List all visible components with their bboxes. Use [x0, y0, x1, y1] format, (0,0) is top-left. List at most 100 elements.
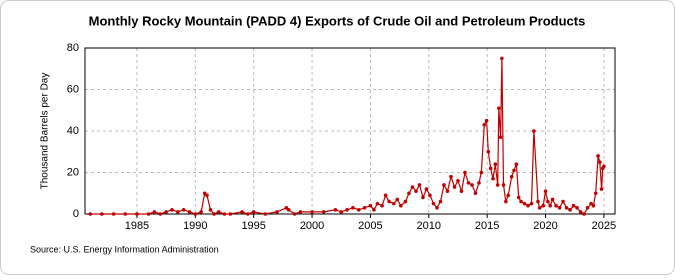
data-point — [500, 56, 504, 61]
data-point — [548, 203, 553, 208]
data-point — [246, 212, 250, 216]
data-point — [596, 154, 600, 158]
data-point — [514, 162, 519, 166]
data-point — [466, 181, 471, 185]
data-point — [537, 205, 542, 210]
data-point — [111, 212, 116, 216]
data-point — [275, 210, 279, 214]
data-point — [216, 210, 221, 214]
data-point — [557, 205, 562, 210]
data-point — [561, 199, 565, 204]
data-point — [509, 174, 514, 179]
data-point — [516, 195, 521, 200]
data-point — [251, 210, 256, 214]
data-point — [403, 199, 408, 204]
data-point — [493, 162, 498, 166]
data-point — [387, 199, 391, 204]
data-point — [541, 203, 546, 208]
data-point — [575, 205, 579, 210]
data-point — [482, 122, 487, 127]
data-point — [356, 208, 361, 212]
data-point — [199, 210, 203, 214]
data-point — [438, 199, 443, 204]
data-point — [488, 166, 493, 171]
data-point — [292, 212, 297, 216]
x-tick-label: 2010 — [417, 220, 441, 232]
x-tick-label: 2015 — [475, 220, 499, 232]
data-point — [445, 189, 450, 193]
data-point — [543, 189, 548, 193]
data-point — [391, 201, 396, 206]
data-point — [351, 205, 355, 210]
x-tick-label: 2025 — [592, 220, 616, 232]
data-point — [602, 164, 606, 169]
y-tick-label: 0 — [73, 208, 79, 220]
data-point — [598, 160, 602, 164]
data-point — [585, 205, 590, 210]
x-tick-label: 1985 — [125, 220, 149, 232]
y-tick-label: 40 — [67, 125, 79, 137]
y-tick-label: 20 — [67, 166, 79, 178]
data-point — [550, 197, 555, 202]
data-point — [504, 199, 508, 204]
data-point — [498, 135, 503, 140]
data-point — [368, 203, 373, 208]
data-point — [435, 205, 439, 210]
data-point — [339, 210, 344, 214]
data-point — [501, 183, 506, 187]
data-point — [380, 203, 384, 208]
data-point — [152, 210, 157, 214]
data-point — [212, 212, 216, 216]
source-note: Source: U.S. Energy Information Administ… — [30, 244, 219, 254]
data-point — [428, 193, 432, 198]
data-point — [470, 183, 474, 187]
data-point — [497, 106, 501, 110]
data-point — [321, 210, 326, 214]
data-point — [395, 197, 400, 202]
data-point — [512, 168, 516, 173]
data-point — [88, 212, 93, 216]
x-tick-label: 2000 — [300, 220, 324, 232]
chart-title: Monthly Rocky Mountain (PADD 4) Exports … — [89, 13, 586, 28]
data-point — [146, 212, 151, 216]
data-point — [410, 185, 415, 189]
data-point — [506, 193, 510, 198]
data-point — [100, 212, 104, 216]
data-point — [407, 191, 411, 196]
data-point — [484, 118, 489, 123]
data-point — [170, 208, 174, 212]
data-point — [187, 210, 192, 214]
data-point — [263, 212, 268, 216]
data-point — [479, 170, 484, 175]
data-point — [284, 205, 289, 210]
data-point — [164, 210, 168, 214]
data-point — [362, 205, 367, 210]
data-point — [240, 210, 244, 214]
data-point — [398, 203, 403, 208]
data-point — [532, 129, 536, 133]
data-point — [546, 199, 550, 204]
y-tick-label: 80 — [67, 42, 79, 54]
data-point — [372, 208, 376, 212]
data-point — [536, 199, 540, 204]
data-point — [522, 201, 527, 206]
data-point — [582, 212, 586, 216]
data-point — [181, 208, 186, 212]
data-point — [526, 203, 530, 208]
data-point — [176, 210, 180, 214]
data-point — [599, 187, 604, 191]
data-point — [529, 201, 534, 206]
data-point — [424, 187, 429, 191]
data-point — [345, 208, 349, 212]
x-tick-label: 2020 — [533, 220, 557, 232]
data-point — [442, 183, 446, 187]
data-point — [205, 193, 209, 198]
data-point — [495, 183, 500, 187]
data-point — [593, 191, 598, 196]
data-point — [228, 212, 233, 216]
data-point — [375, 201, 380, 206]
data-point — [554, 203, 558, 208]
data-point — [414, 189, 418, 193]
